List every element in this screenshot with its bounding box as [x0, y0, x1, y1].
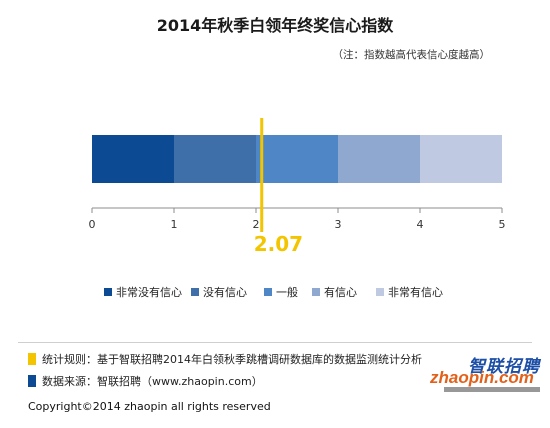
- legend-label: 非常没有信心: [116, 285, 182, 299]
- x-tick-label: 2: [253, 218, 260, 231]
- x-tick-label: 1: [171, 218, 178, 231]
- source-note: 数据来源：智联招聘（www.zhaopin.com）: [28, 373, 263, 389]
- index-value-label: 2.07: [254, 232, 303, 256]
- rule-note-text: 统计规则：基于智联招聘2014年白领秋季跳槽调研数据库的数据监测统计分析: [42, 353, 422, 366]
- source-note-text: 数据来源：智联招聘（www.zhaopin.com）: [42, 375, 263, 388]
- legend-swatch: [312, 288, 320, 296]
- bar-segment-3: [256, 135, 338, 183]
- chart-subtitle: （注：指数越高代表信心度越高）: [332, 49, 491, 61]
- blue-marker: [28, 375, 36, 387]
- confidence-index-chart: 0 1 2 3 4 5 2.07 非常没有信心 没有信心 一般 有信心 非常有信心: [89, 118, 506, 299]
- legend-swatch: [264, 288, 272, 296]
- bar-segment-5: [420, 135, 502, 183]
- bar-segment-2: [174, 135, 256, 183]
- divider: [18, 342, 532, 343]
- legend-swatch: [376, 288, 384, 296]
- legend-label: 一般: [276, 286, 298, 299]
- legend-swatch: [104, 288, 112, 296]
- yellow-marker: [28, 353, 36, 365]
- logo-chinese: 智联招聘: [468, 357, 540, 377]
- x-tick-label: 4: [417, 218, 424, 231]
- zhaopin-logo: 智联招聘 zhaopin.com: [430, 352, 540, 392]
- x-tick-label: 0: [89, 218, 96, 231]
- x-tick-label: 3: [335, 218, 342, 231]
- legend-label: 有信心: [324, 285, 357, 299]
- chart-title: 2014年秋季白领年终奖信心指数: [156, 16, 394, 35]
- legend-label: 没有信心: [203, 285, 247, 299]
- x-tick-label: 5: [499, 218, 506, 231]
- bar-segment-4: [338, 135, 420, 183]
- rule-note: 统计规则：基于智联招聘2014年白领秋季跳槽调研数据库的数据监测统计分析: [28, 351, 422, 367]
- copyright: Copyright©2014 zhaopin all rights reserv…: [28, 400, 271, 413]
- legend-swatch: [191, 288, 199, 296]
- legend-label: 非常有信心: [388, 285, 443, 299]
- logo-tagline-graphic: [444, 387, 540, 392]
- logo-english: zhaopin.com: [430, 368, 534, 387]
- bar-segment-1: [92, 135, 174, 183]
